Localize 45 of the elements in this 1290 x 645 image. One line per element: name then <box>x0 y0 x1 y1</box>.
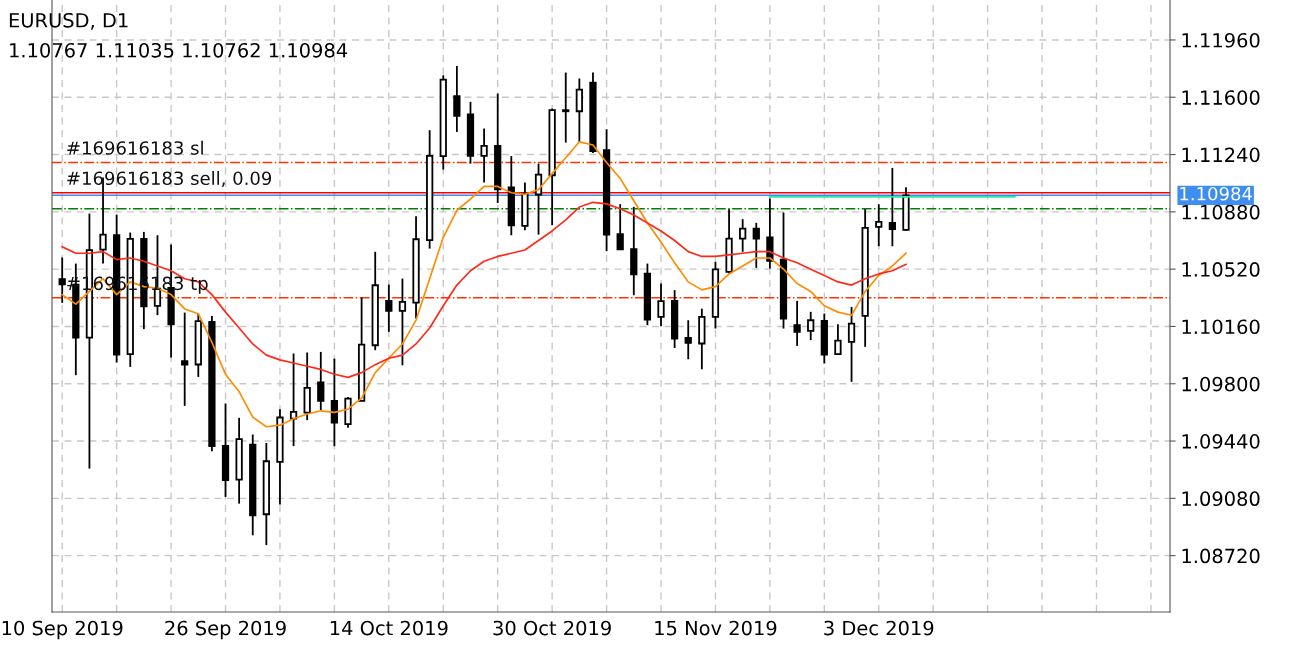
candlestick <box>793 299 801 347</box>
y-tick-label: 1.09440 <box>1182 434 1260 449</box>
x-tick-label: 3 Dec 2019 <box>824 620 934 636</box>
ref-line-label: #169616183 sl <box>67 140 203 155</box>
candlestick <box>181 311 189 407</box>
text: EURUSD, D1 <box>9 12 128 30</box>
y-tick-label: 1.11960 <box>1182 32 1260 48</box>
candlestick <box>385 283 393 333</box>
candlestick <box>616 203 624 251</box>
candlestick <box>684 319 692 361</box>
y-tick-label: 1.09080 <box>1182 491 1260 507</box>
y-tick-label: 1.10880 <box>1182 204 1260 220</box>
candlestick <box>766 197 774 270</box>
candlestick <box>289 352 298 448</box>
y-tick-label: 1.10520 <box>1182 262 1260 277</box>
candlestick <box>875 203 883 248</box>
x-tick-label: 26 Sep 2019 <box>165 620 286 640</box>
candlestick <box>575 77 583 144</box>
ref-line-label: #169616183 sell, 0.09 <box>67 171 272 187</box>
y-tick-label: 1.08720 <box>1182 548 1260 564</box>
candlestick <box>739 218 747 253</box>
text: 1.10984 <box>1180 186 1252 201</box>
y-tick-label: 1.11600 <box>1182 90 1260 105</box>
text: 1.10767 1.11035 1.10762 1.10984 <box>10 42 348 58</box>
candlestick <box>480 127 488 184</box>
candlestick <box>888 167 896 248</box>
candlestick <box>398 277 407 367</box>
x-tick-label: 10 Sep 2019 <box>2 620 123 640</box>
candlestick <box>453 64 461 133</box>
y-tick-label: 1.09800 <box>1182 376 1260 392</box>
candlestick <box>562 71 570 144</box>
candlestick <box>807 310 815 342</box>
y-tick-label: 1.11240 <box>1182 147 1260 163</box>
candlestick <box>58 256 66 304</box>
candlestick <box>752 221 760 269</box>
line-series <box>61 201 907 379</box>
candlestick <box>317 351 325 412</box>
x-tick-label: 30 Oct 2019 <box>493 620 611 636</box>
candlestick <box>657 282 665 328</box>
candlestick <box>834 323 842 356</box>
x-tick-label: 15 Nov 2019 <box>655 620 777 636</box>
x-tick-label: 14 Oct 2019 <box>330 620 448 636</box>
line-series <box>61 140 907 428</box>
y-tick-label: 1.10160 <box>1182 319 1260 335</box>
candlestick <box>847 305 856 383</box>
